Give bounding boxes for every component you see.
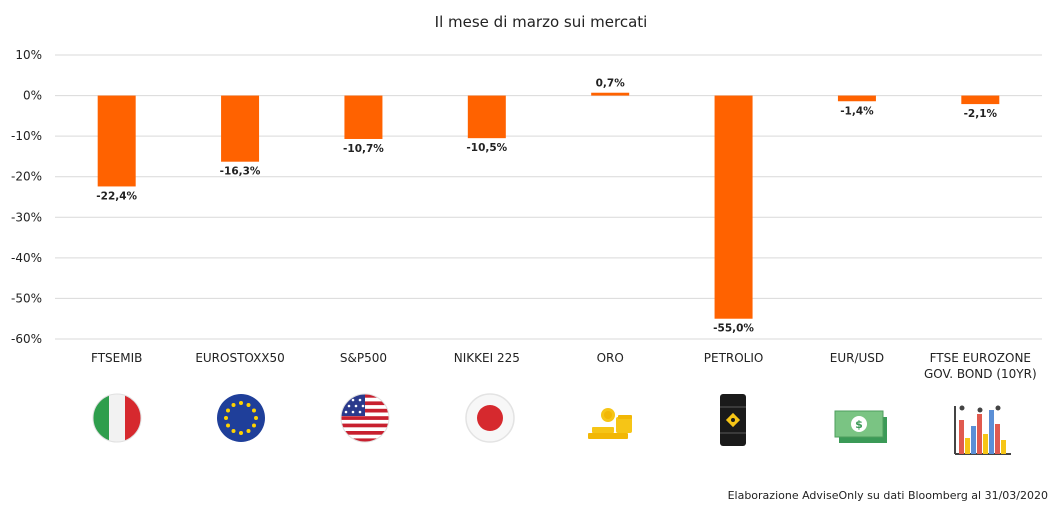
category-labels: FTSEMIB EUROSTOXX50 S&P500 NIKKEI 225 ORO PET… <box>91 351 1037 381</box>
category-label: GOV. BOND (10YR) <box>924 367 1037 381</box>
category-label: ORO <box>597 351 624 365</box>
y-tick-label: 10% <box>15 48 42 62</box>
y-tick-label: -10% <box>11 129 42 143</box>
category-label: FTSEMIB <box>91 351 142 365</box>
gold-coins-icon <box>588 408 632 439</box>
category-label: NIKKEI 225 <box>454 351 520 365</box>
japan-flag-icon <box>465 393 515 443</box>
bar <box>837 95 876 102</box>
category-label: PETROLIO <box>704 351 764 365</box>
data-label: -16,3% <box>220 166 261 178</box>
usa-flag-icon <box>340 393 390 443</box>
chart-title: Il mese di marzo sui mercati <box>435 13 648 31</box>
bar <box>97 95 136 187</box>
bar <box>591 92 630 96</box>
banknotes-icon: $ <box>834 410 887 443</box>
bar <box>221 95 260 162</box>
data-label: -1,4% <box>840 105 874 117</box>
source-credit: Elaborazione AdviseOnly su dati Bloomber… <box>728 489 1048 502</box>
y-tick-label: -30% <box>11 210 42 224</box>
category-label: FTSE EUROZONE <box>930 351 1031 365</box>
data-label: -2,1% <box>964 108 998 120</box>
gridlines <box>55 54 1042 340</box>
y-tick-label: -40% <box>11 251 42 265</box>
bars <box>97 92 1000 319</box>
category-label: S&P500 <box>340 351 387 365</box>
data-label: -10,5% <box>466 142 507 154</box>
oil-barrel-icon <box>720 394 746 446</box>
data-label: 0,7% <box>596 78 626 90</box>
bar <box>467 95 506 139</box>
y-tick-label: -20% <box>11 170 42 184</box>
category-label: EUR/USD <box>830 351 884 365</box>
data-label: -22,4% <box>96 190 137 202</box>
eu-flag-icon <box>217 394 265 442</box>
y-tick-label: -60% <box>11 332 42 346</box>
data-labels: -22,4% -16,3% -10,7% -10,5% 0,7% -55,0% -1,4% -… <box>96 78 997 335</box>
svg-text:$: $ <box>855 418 863 431</box>
category-label: EUROSTOXX50 <box>195 351 284 365</box>
bar <box>714 95 753 319</box>
data-label: -55,0% <box>713 323 754 335</box>
bar <box>961 95 1000 105</box>
bar <box>344 95 383 139</box>
italy-flag-icon <box>92 393 142 443</box>
bar-chart-icon <box>954 405 1011 455</box>
y-tick-label: -50% <box>11 291 42 305</box>
y-tick-label: 0% <box>23 89 42 103</box>
data-label: -10,7% <box>343 143 384 155</box>
y-axis-ticks: 10% 0% -10% -20% -30% -40% -50% -60% <box>11 48 42 346</box>
